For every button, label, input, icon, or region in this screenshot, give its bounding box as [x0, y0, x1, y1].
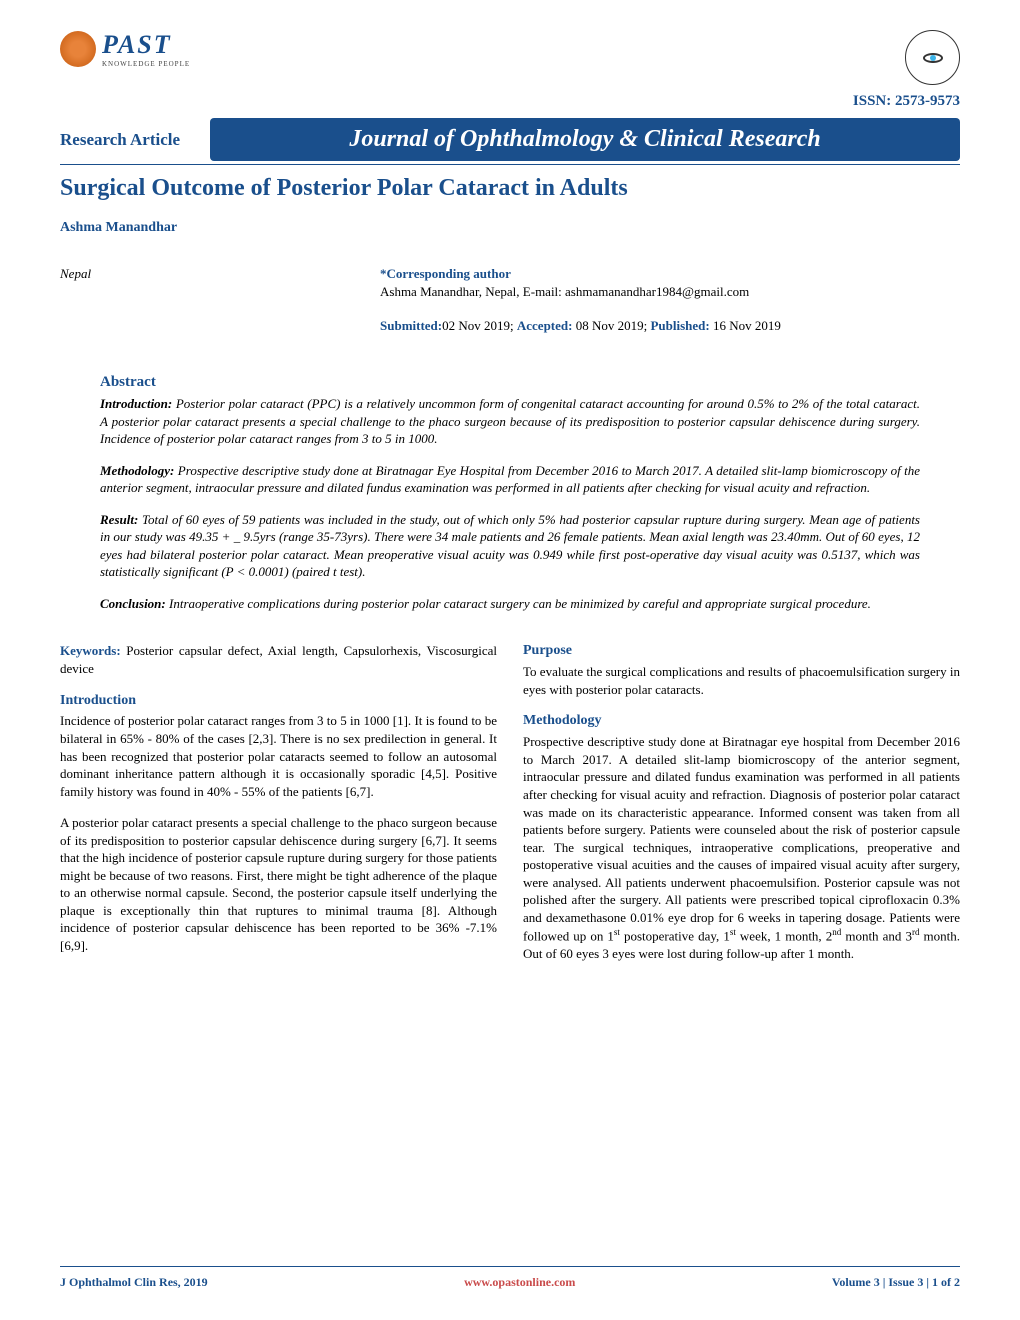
article-title: Surgical Outcome of Posterior Polar Cata… — [60, 175, 960, 202]
published-date: 16 Nov 2019 — [710, 318, 781, 333]
author-name: Ashma Manandhar — [60, 220, 960, 236]
abstract-section: Abstract Introduction: Posterior polar c… — [100, 374, 920, 612]
purpose-heading: Purpose — [523, 642, 960, 661]
footer-url: www.opastonline.com — [464, 1275, 575, 1290]
right-column: Purpose To evaluate the surgical complic… — [523, 642, 960, 976]
footer-journal-ref: J Ophthalmol Clin Res, 2019 — [60, 1275, 208, 1290]
abstract-heading: Abstract — [100, 374, 920, 391]
publisher-logo: PAST KNOWLEDGE PEOPLE — [60, 30, 190, 68]
title-bar: Research Article Journal of Ophthalmolog… — [60, 118, 960, 161]
submitted-label: Submitted: — [380, 318, 442, 333]
logo-tagline: KNOWLEDGE PEOPLE — [102, 60, 190, 68]
footer-page-info: Volume 3 | Issue 3 | 1 of 2 — [832, 1275, 960, 1290]
purpose-text: To evaluate the surgical complications a… — [523, 663, 960, 698]
meta-right: *Corresponding author Ashma Manandhar, N… — [380, 266, 960, 334]
introduction-p1: Incidence of posterior polar cataract ra… — [60, 712, 497, 800]
accepted-date: 08 Nov 2019; — [572, 318, 650, 333]
globe-icon — [60, 31, 96, 67]
issn-number: ISSN: 2573-9573 — [60, 93, 960, 110]
article-type: Research Article — [60, 118, 210, 161]
introduction-heading: Introduction — [60, 692, 497, 711]
corresponding-label: *Corresponding author — [380, 266, 960, 282]
published-label: Published: — [650, 318, 709, 333]
footer-row: J Ophthalmol Clin Res, 2019 www.opastonl… — [60, 1275, 960, 1290]
accepted-label: Accepted: — [517, 318, 573, 333]
keywords-paragraph: Keywords: Posterior capsular defect, Axi… — [60, 642, 497, 677]
methodology-text: Prospective descriptive study done at Bi… — [523, 733, 960, 962]
journal-seal-icon — [905, 30, 960, 85]
affiliation: Nepal — [60, 266, 330, 334]
footer-divider — [60, 1266, 960, 1267]
page-footer: J Ophthalmol Clin Res, 2019 www.opastonl… — [60, 1266, 960, 1290]
abstract-result: Result: Total of 60 eyes of 59 patients … — [100, 511, 920, 581]
abstract-conclusion: Conclusion: Intraoperative complications… — [100, 595, 920, 613]
corresponding-text: Ashma Manandhar, Nepal, E-mail: ashmaman… — [380, 284, 960, 300]
journal-name: Journal of Ophthalmology & Clinical Rese… — [210, 118, 960, 161]
body-columns: Keywords: Posterior capsular defect, Axi… — [60, 642, 960, 976]
left-column: Keywords: Posterior capsular defect, Axi… — [60, 642, 497, 976]
introduction-p2: A posterior polar cataract presents a sp… — [60, 814, 497, 954]
header-logos: PAST KNOWLEDGE PEOPLE — [60, 30, 960, 85]
submitted-date: 02 Nov 2019; — [442, 318, 517, 333]
meta-row: Nepal *Corresponding author Ashma Manand… — [60, 266, 960, 334]
abstract-introduction: Introduction: Posterior polar cataract (… — [100, 395, 920, 448]
methodology-heading: Methodology — [523, 712, 960, 731]
divider — [60, 164, 960, 165]
logo-brand: PAST — [102, 30, 190, 60]
abstract-methodology: Methodology: Prospective descriptive stu… — [100, 462, 920, 497]
publication-dates: Submitted:02 Nov 2019; Accepted: 08 Nov … — [380, 318, 960, 334]
